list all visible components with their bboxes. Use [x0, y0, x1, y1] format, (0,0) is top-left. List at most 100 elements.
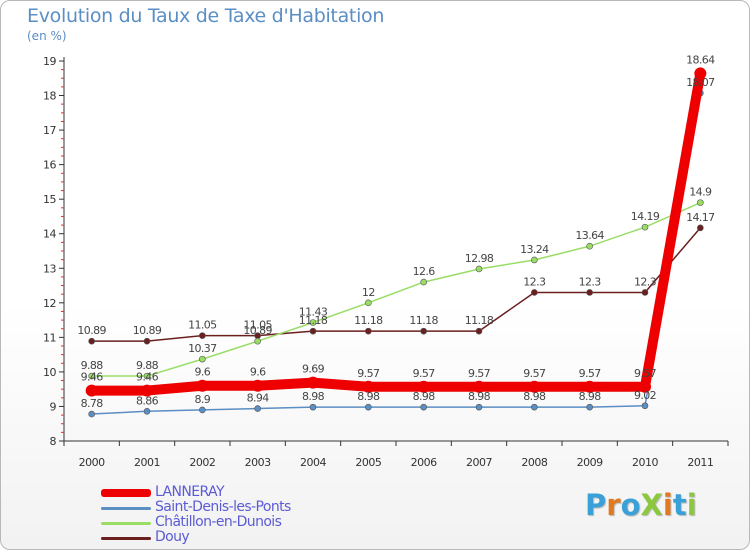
x-tick-label: 2010 — [632, 456, 658, 469]
data-point — [641, 223, 649, 231]
data-point — [639, 380, 651, 393]
data-label: 12.98 — [465, 252, 494, 265]
data-label: 12.3 — [523, 275, 546, 288]
series-line-2 — [90, 201, 702, 377]
data-label: 18.64 — [686, 53, 715, 66]
data-point — [309, 403, 317, 411]
chart-title: Evolution du Taux de Taxe d'Habitation — [27, 5, 385, 27]
data-label: 8.98 — [523, 390, 546, 403]
data-point — [365, 403, 372, 411]
data-point — [307, 376, 319, 389]
data-point — [697, 224, 704, 232]
data-label: 14.9 — [689, 186, 712, 199]
data-label: 8.98 — [357, 390, 380, 403]
y-tick-label: 14 — [43, 228, 56, 241]
series-line-0 — [86, 68, 706, 396]
data-point — [531, 289, 538, 296]
data-point — [473, 380, 485, 393]
unit-label: (en %) — [27, 29, 67, 43]
data-label: 9.57 — [468, 367, 491, 380]
y-tick-label: 15 — [43, 193, 56, 206]
data-point — [85, 384, 98, 397]
data-label: 13.24 — [520, 243, 549, 256]
data-point — [254, 405, 261, 412]
data-point — [88, 372, 95, 380]
x-tick-label: 2007 — [466, 456, 492, 469]
data-label: 12.3 — [579, 275, 602, 288]
data-label: 9.6 — [250, 366, 266, 379]
data-label: 11.05 — [243, 319, 272, 332]
data-point — [694, 67, 707, 80]
data-label: 9.57 — [634, 367, 657, 380]
data-point — [586, 242, 593, 250]
series-line-1 — [90, 92, 702, 415]
data-point — [199, 332, 206, 339]
data-label: 10.37 — [188, 342, 217, 355]
data-label: 13.64 — [575, 229, 604, 242]
data-label: 9.88 — [81, 359, 104, 372]
data-point — [475, 403, 483, 411]
data-label: 14.19 — [631, 210, 660, 223]
legend-swatch-chatillon — [101, 522, 151, 525]
legend-swatch-saint-denis — [101, 507, 151, 510]
data-label: 9.6 — [194, 366, 210, 379]
y-tick-label: 19 — [43, 55, 56, 68]
data-point — [365, 327, 372, 335]
x-tick-label: 2009 — [577, 456, 603, 469]
data-label: 11.05 — [188, 319, 217, 332]
data-point — [531, 256, 538, 264]
data-point — [88, 337, 95, 345]
data-point — [199, 355, 206, 363]
data-label: 9.69 — [302, 363, 325, 376]
data-label: 9.88 — [136, 359, 159, 372]
legend-label-saint-denis: Saint-Denis-les-Ponts — [155, 499, 291, 515]
x-tick-label: 2003 — [245, 456, 271, 469]
data-point — [586, 403, 593, 411]
data-label: 8.9 — [194, 393, 210, 406]
data-label: 12.3 — [634, 275, 657, 288]
data-label: 8.78 — [81, 397, 104, 410]
data-point — [143, 372, 151, 380]
data-point — [254, 337, 261, 345]
y-tick-label: 12 — [43, 297, 56, 310]
data-label: 14.17 — [686, 211, 715, 224]
data-point — [362, 380, 375, 393]
data-label: 9.02 — [634, 389, 656, 402]
data-point — [475, 265, 483, 273]
x-tick-label: 2001 — [134, 456, 160, 469]
series-line-3 — [90, 227, 702, 342]
data-point — [365, 299, 372, 307]
legend-label-chatillon: Châtillon-en-Dunois — [155, 514, 282, 530]
data-label: 8.94 — [247, 392, 270, 405]
x-tick-label: 2002 — [189, 456, 215, 469]
data-label: 9.46 — [136, 371, 159, 384]
data-point — [251, 379, 264, 392]
legend-label-lanneray: LANNERAY — [155, 484, 225, 500]
y-tick-label: 17 — [43, 124, 56, 137]
data-point — [88, 410, 95, 418]
data-label: 12 — [362, 286, 375, 299]
x-tick-label: 2008 — [521, 456, 547, 469]
data-point — [309, 319, 317, 326]
legend-swatch-lanneray — [101, 489, 151, 497]
x-tick-label: 2004 — [300, 456, 326, 469]
data-label: 9.46 — [81, 371, 104, 384]
data-point — [199, 406, 206, 414]
data-point — [420, 278, 427, 286]
data-label: 9.57 — [579, 367, 602, 380]
data-label: 11.18 — [409, 314, 438, 327]
y-tick-label: 8 — [50, 435, 57, 448]
y-tick-label: 9 — [50, 400, 57, 413]
data-point — [641, 289, 649, 296]
data-label: 9.57 — [357, 367, 380, 380]
data-label: 10.89 — [243, 324, 272, 337]
data-label: 9.57 — [413, 367, 436, 380]
data-label: 9.57 — [523, 367, 546, 380]
data-point — [475, 327, 483, 335]
brand-letter: o — [620, 488, 641, 522]
data-point — [531, 403, 538, 411]
y-tick-label: 16 — [43, 159, 56, 172]
data-point — [420, 403, 427, 411]
